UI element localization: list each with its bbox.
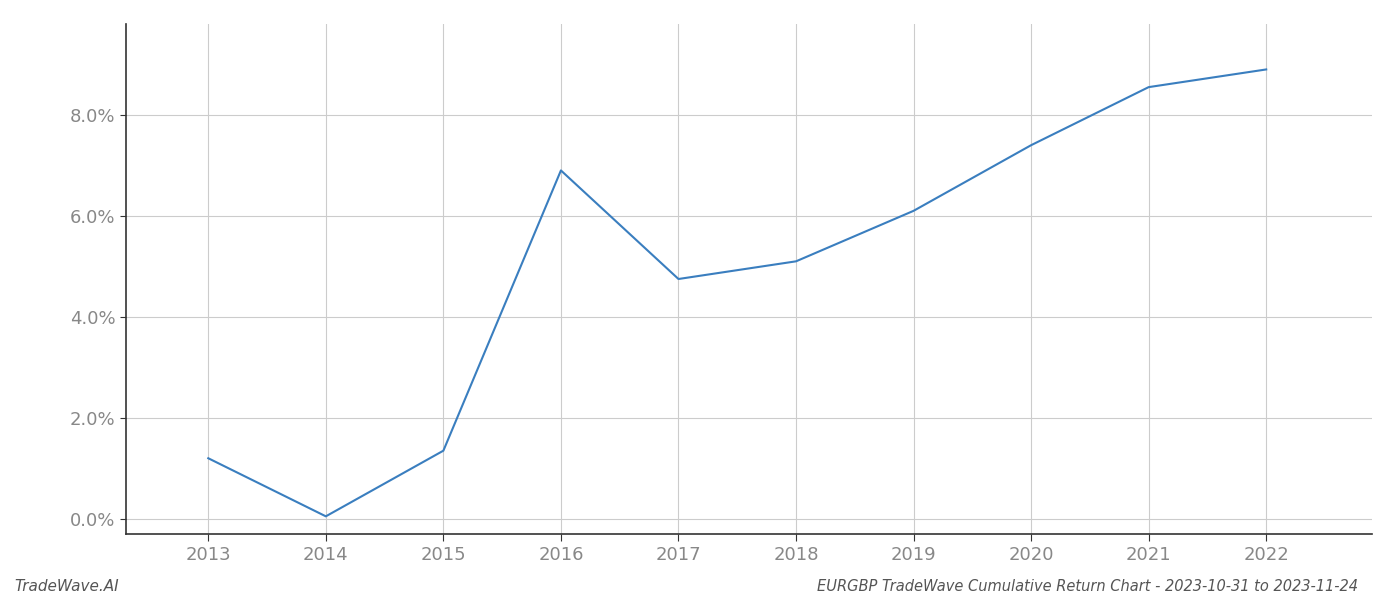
Text: EURGBP TradeWave Cumulative Return Chart - 2023-10-31 to 2023-11-24: EURGBP TradeWave Cumulative Return Chart… [818, 579, 1358, 594]
Text: TradeWave.AI: TradeWave.AI [14, 579, 119, 594]
